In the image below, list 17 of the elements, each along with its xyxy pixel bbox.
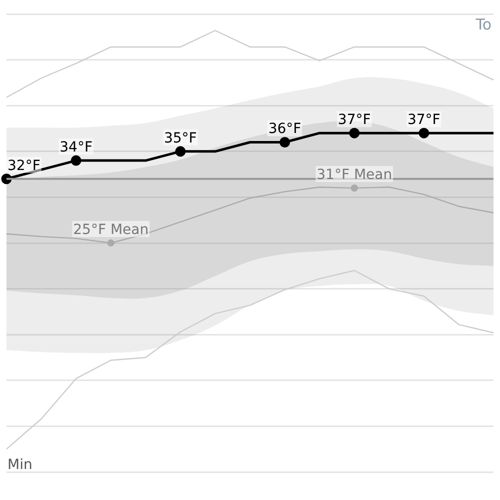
data-label: 34°F	[60, 140, 93, 156]
point	[70, 155, 82, 166]
annotation: To	[474, 15, 492, 34]
point	[175, 146, 186, 157]
data-label: 32°F	[8, 158, 40, 174]
data-label: 35°F	[164, 130, 197, 146]
point	[418, 128, 430, 138]
data-label: 36°F	[268, 121, 302, 138]
point	[107, 239, 114, 247]
data-label: 25°F Mean	[73, 222, 149, 238]
data-label: 37°F	[338, 112, 371, 128]
point	[350, 184, 358, 192]
point	[280, 136, 290, 148]
point	[349, 128, 360, 138]
series-label: Min	[8, 457, 32, 474]
data-label: 31°F Mean	[316, 167, 392, 184]
data-label: 37°F	[407, 112, 440, 128]
